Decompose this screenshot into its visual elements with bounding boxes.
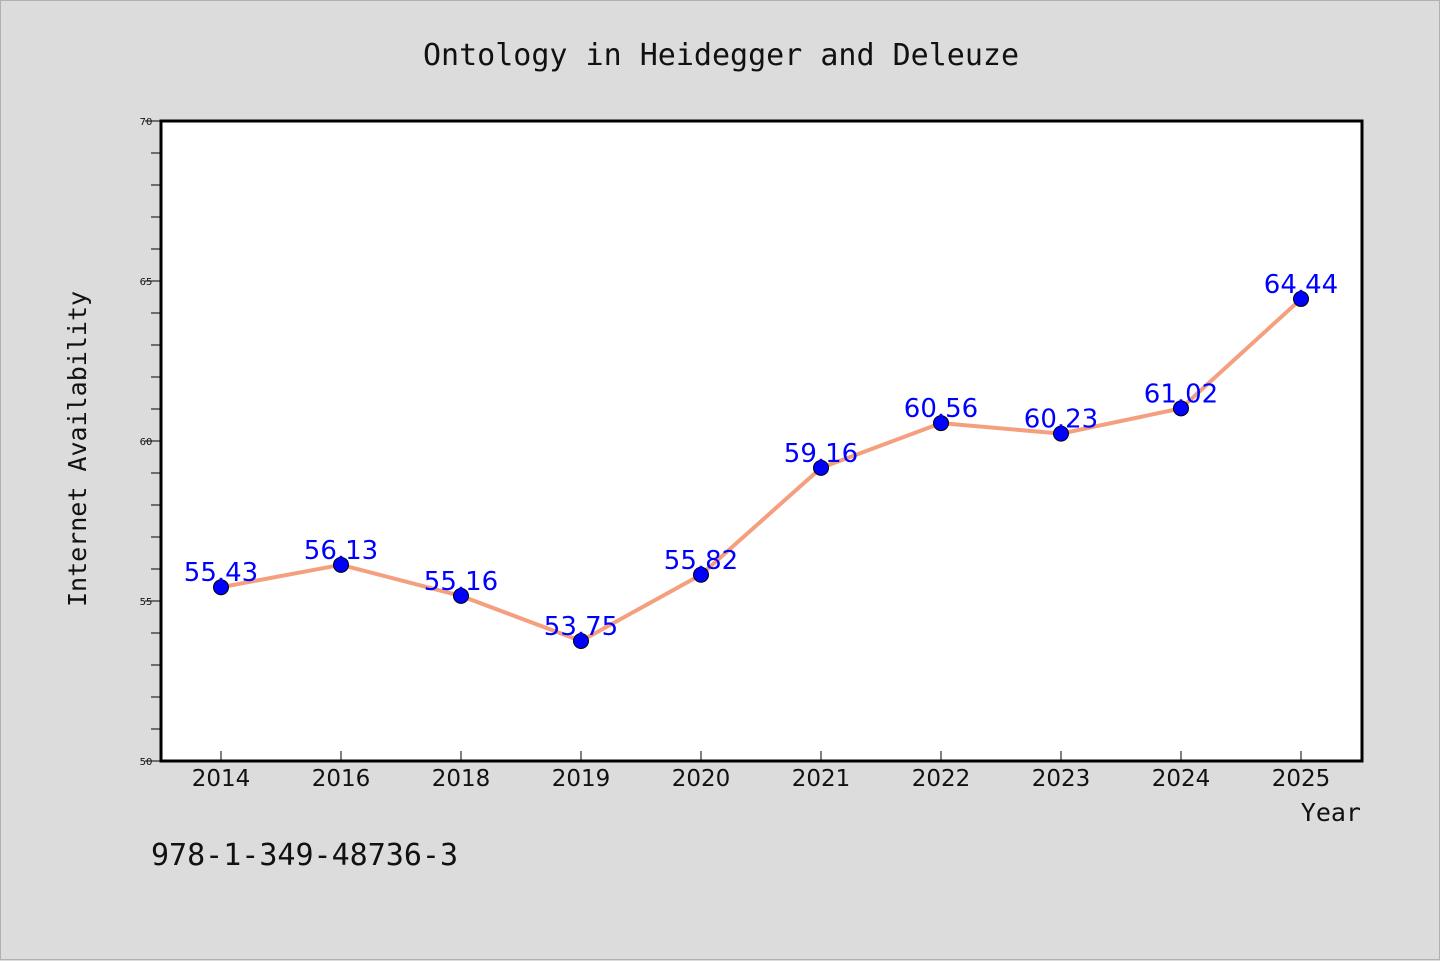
y-tick-label: 55 bbox=[140, 597, 153, 608]
data-point bbox=[573, 633, 589, 649]
y-axis-label: Internet Availability bbox=[63, 291, 92, 607]
data-label: 61.02 bbox=[1144, 379, 1218, 409]
data-point bbox=[1173, 400, 1189, 417]
x-tick-label: 2014 bbox=[192, 766, 251, 792]
data-point bbox=[1293, 290, 1309, 307]
data-label: 53.75 bbox=[544, 612, 618, 642]
data-label: 59.16 bbox=[784, 439, 858, 469]
x-ticks bbox=[220, 751, 1302, 761]
series-line bbox=[219, 296, 1303, 643]
data-label: 55.43 bbox=[184, 558, 258, 588]
data-series: 55.43 56.13 55.16 53.75 55.82 59.16 60.56 60.23… bbox=[184, 270, 1338, 649]
x-tick-labels: 2014 2016 2018 2019 2020 2021 2022 2023 2024 2025 bbox=[192, 766, 1331, 792]
x-tick-label: 2016 bbox=[312, 766, 371, 792]
data-point bbox=[693, 566, 709, 583]
x-tick-label: 2018 bbox=[432, 766, 491, 792]
data-point bbox=[333, 556, 349, 573]
x-tick-label: 2020 bbox=[672, 766, 731, 792]
data-point bbox=[933, 415, 949, 432]
data-label: 64.44 bbox=[1264, 270, 1338, 300]
data-label: 60.56 bbox=[904, 394, 978, 424]
data-point bbox=[1053, 425, 1069, 442]
data-point bbox=[453, 587, 469, 604]
data-point bbox=[813, 459, 829, 476]
x-tick-label: 2022 bbox=[912, 766, 971, 792]
isbn-text: 978-1-349-48736-3 bbox=[151, 838, 458, 873]
x-tick-label: 2021 bbox=[792, 766, 851, 792]
y-tick-label: 50 bbox=[140, 757, 153, 768]
data-label: 55.82 bbox=[664, 546, 738, 576]
chart-title: Ontology in Heidegger and Deleuze bbox=[423, 38, 1019, 73]
data-label: 60.23 bbox=[1024, 405, 1098, 435]
y-major-ticks bbox=[145, 120, 161, 762]
y-tick-label: 70 bbox=[140, 117, 153, 128]
y-tick-labels: 50 55 60 65 70 bbox=[140, 117, 153, 768]
plot-area bbox=[161, 121, 1362, 761]
data-label: 55.16 bbox=[424, 567, 498, 597]
data-label: 56.13 bbox=[304, 536, 378, 566]
x-tick-label: 2024 bbox=[1152, 766, 1211, 792]
x-tick-label: 2023 bbox=[1032, 766, 1091, 792]
data-point bbox=[213, 579, 229, 596]
plot-border bbox=[159, 119, 1364, 763]
y-tick-label: 60 bbox=[140, 437, 153, 448]
x-axis-label: Year bbox=[1301, 798, 1361, 827]
y-minor-ticks bbox=[151, 152, 161, 730]
x-tick-label: 2025 bbox=[1272, 766, 1331, 792]
y-tick-label: 65 bbox=[140, 277, 153, 288]
x-tick-label: 2019 bbox=[552, 766, 611, 792]
